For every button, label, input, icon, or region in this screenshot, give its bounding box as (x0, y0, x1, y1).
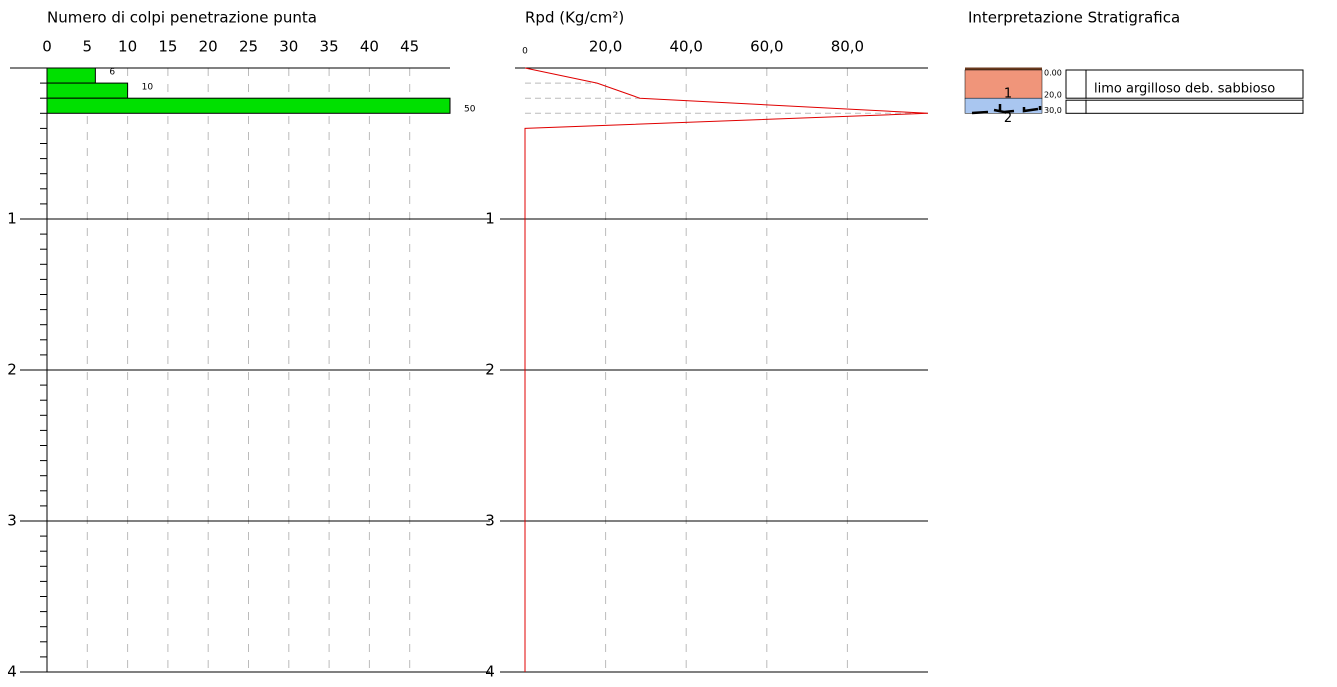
depth-label: 0.00 (1044, 69, 1062, 78)
x-tick-label: 60,0 (750, 38, 783, 56)
layer-description: limo argilloso deb. sabbioso (1094, 82, 1275, 97)
depth-label: 30,0 (1044, 106, 1062, 115)
value-label: 10 (142, 83, 154, 93)
x-tick-label: 40,0 (669, 38, 702, 56)
value-label: 50 (464, 105, 476, 115)
x-tick-label: 10 (118, 38, 137, 56)
x-tick-label: 45 (400, 38, 419, 56)
depth-label: 20,0 (1044, 91, 1062, 100)
panel-title: Interpretazione Stratigrafica (968, 9, 1180, 27)
x-tick-label: 5 (83, 38, 93, 56)
cell (1066, 70, 1086, 98)
bar (47, 68, 95, 83)
x-tick-label: 0 (522, 47, 528, 57)
y-tick-label: 4 (485, 663, 495, 681)
x-tick-label: 30 (279, 38, 298, 56)
x-tick-label: 25 (239, 38, 258, 56)
y-tick-label: 3 (7, 512, 17, 530)
bar (47, 98, 450, 113)
y-tick-label: 1 (485, 210, 495, 228)
page: Numero di colpi penetrazione punta Rpd (… (0, 0, 1337, 687)
x-tick-label: 40 (360, 38, 379, 56)
chart-title: Rpd (Kg/cm²) (525, 9, 624, 27)
x-tick-label: 20,0 (589, 38, 622, 56)
x-tick-label: 35 (320, 38, 339, 56)
value-label: 6 (109, 68, 115, 78)
cell (1066, 100, 1086, 113)
y-tick-label: 4 (7, 663, 17, 681)
bar (47, 83, 128, 98)
x-tick-label: 15 (158, 38, 177, 56)
cell (1086, 100, 1303, 113)
x-tick-label: 20 (199, 38, 218, 56)
y-tick-label: 2 (7, 361, 17, 379)
x-tick-label: 0 (42, 38, 52, 56)
y-tick-label: 1 (7, 210, 17, 228)
y-tick-label: 2 (485, 361, 495, 379)
x-tick-label: 80,0 (831, 38, 864, 56)
chart-title: Numero di colpi penetrazione punta (47, 9, 317, 27)
y-tick-label: 3 (485, 512, 495, 530)
